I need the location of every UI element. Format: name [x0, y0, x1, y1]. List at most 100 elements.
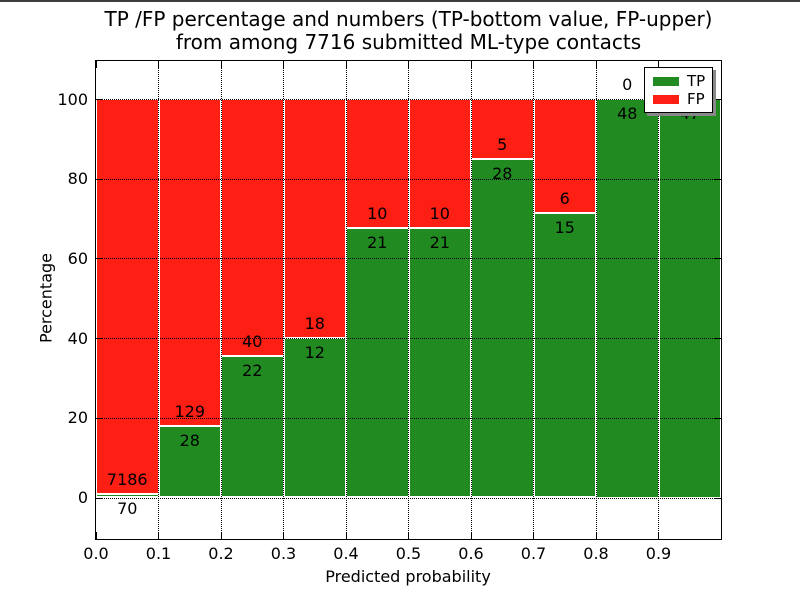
vertical-gridline [658, 61, 659, 539]
tp-bar-segment [346, 227, 409, 498]
x-tick-mark [345, 532, 347, 539]
x-tick-mark-top [95, 61, 97, 68]
vertical-gridline [283, 61, 284, 539]
vertical-gridline [158, 61, 159, 539]
y-tick-label: 60 [67, 248, 88, 268]
tp-count-label: 21 [367, 232, 388, 252]
x-tick-mark-top [470, 61, 472, 68]
fp-bar-segment [283, 99, 346, 339]
y-tick-mark [96, 497, 103, 499]
x-tick-mark [595, 532, 597, 539]
x-tick-label: 0.8 [583, 544, 609, 563]
horizontal-gridline [96, 497, 721, 499]
x-tick-mark-top [720, 61, 722, 68]
fp-count-label: 0 [622, 75, 633, 94]
horizontal-gridline [96, 99, 721, 100]
tp-count-label: 15 [554, 217, 575, 237]
vertical-gridline [408, 61, 409, 539]
x-tick-mark [720, 532, 722, 539]
tp-count-label: 28 [179, 431, 200, 451]
horizontal-gridline [96, 258, 721, 260]
x-tick-label: 0.2 [208, 544, 234, 563]
y-tick-mark [96, 99, 103, 100]
fp-bar-segment [96, 99, 159, 494]
x-tick-label: 0.3 [270, 544, 297, 563]
x-tick-mark [283, 532, 284, 539]
vertical-gridline [470, 61, 472, 539]
x-tick-mark-top [345, 61, 347, 68]
fp-legend-swatch [653, 94, 679, 104]
tp-bar-segment [596, 99, 659, 498]
legend-item-tp: TP [653, 72, 706, 90]
horizontal-gridline [96, 178, 721, 180]
x-axis-label: Predicted probability [325, 567, 491, 586]
horizontal-gridline [96, 338, 721, 340]
y-tick-label: 100 [57, 89, 88, 109]
fp-bar-segment [533, 99, 596, 213]
legend-item-fp: FP [653, 90, 706, 108]
tp-bar-segment [658, 99, 721, 498]
x-tick-mark-top [408, 61, 409, 68]
x-tick-label: 0.6 [458, 544, 484, 563]
fp-legend-label: FP [687, 90, 705, 108]
x-tick-label: 0.7 [520, 544, 547, 563]
chart-title-line1: TP /FP percentage and numbers (TP-bottom… [104, 7, 713, 31]
fp-count-label: 40 [242, 332, 263, 352]
tp-count-label: 70 [117, 498, 138, 518]
fp-count-label: 5 [497, 135, 508, 155]
x-tick-mark [95, 532, 97, 539]
x-tick-label: 0.9 [645, 544, 672, 563]
y-tick-mark [96, 258, 103, 260]
x-tick-mark-top [158, 61, 159, 68]
horizontal-gridline [96, 417, 721, 419]
y-tick-label: 40 [67, 328, 88, 348]
y-tick-mark-right [714, 417, 721, 419]
x-tick-mark-top [533, 61, 534, 68]
x-tick-mark [470, 532, 472, 539]
vertical-gridline [345, 61, 347, 539]
x-tick-mark-top [220, 61, 222, 68]
y-tick-label: 80 [67, 169, 88, 189]
tp-count-label: 22 [242, 361, 263, 381]
x-tick-mark-top [658, 61, 659, 68]
chart-title: TP /FP percentage and numbers (TP-bottom… [96, 8, 721, 54]
x-tick-label: 0.5 [395, 544, 422, 563]
tp-count-label: 12 [304, 343, 325, 363]
y-tick-mark [96, 338, 103, 340]
y-tick-mark-right [714, 338, 721, 340]
fp-bar-segment [158, 99, 221, 427]
tp-legend-label: TP [687, 72, 706, 90]
tp-count-label: 28 [492, 164, 513, 184]
x-tick-label: 0.4 [333, 544, 359, 563]
x-tick-mark [533, 532, 534, 539]
y-tick-mark-right [714, 497, 721, 499]
tp-bar-segment [533, 212, 596, 498]
tp-count-label: 48 [617, 104, 638, 123]
tp-legend-swatch [653, 76, 679, 86]
tp-bar-segment [283, 338, 346, 498]
y-tick-mark-right [714, 178, 721, 180]
vertical-gridline [595, 61, 597, 539]
fp-bar-segment [221, 99, 284, 357]
x-tick-mark [158, 532, 159, 539]
vertical-gridline [533, 61, 534, 539]
chart-title-line2: from among 7716 submitted ML-type contac… [175, 30, 642, 54]
x-tick-mark-top [283, 61, 284, 68]
figure-top-border [0, 0, 800, 2]
tp-bar-segment [471, 159, 534, 498]
x-tick-mark [658, 532, 659, 539]
fp-count-label: 10 [367, 203, 388, 223]
plot-area: 7186 70 129 28 40 22 18 12 10 21 10 21 5 28 6 15 0 48 47 T… [95, 61, 722, 539]
x-tick-label: 0.1 [145, 544, 172, 563]
y-tick-mark-right [714, 99, 721, 100]
y-tick-mark-right [714, 258, 721, 260]
y-tick-label: 0 [77, 488, 88, 507]
fp-count-label: 6 [559, 188, 570, 208]
y-tick-label: 20 [67, 408, 88, 428]
x-tick-mark [220, 532, 222, 539]
y-tick-mark [96, 417, 103, 419]
vertical-gridline [220, 61, 222, 539]
fp-count-label: 7186 [106, 469, 148, 489]
fp-count-label: 18 [304, 314, 325, 334]
